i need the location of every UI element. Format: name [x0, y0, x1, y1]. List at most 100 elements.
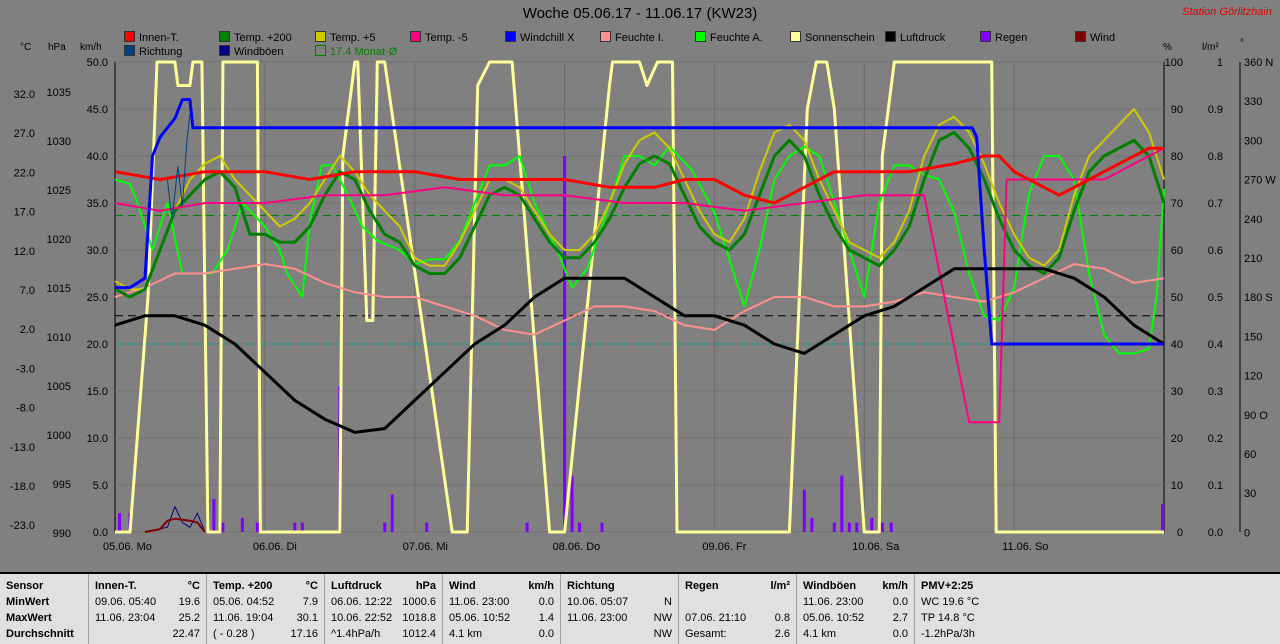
- rain-bar: [802, 489, 806, 532]
- legend-label: Temp. -5: [425, 32, 468, 44]
- stats-dir-avg: NW: [653, 628, 672, 640]
- legend-label: Feuchte I.: [615, 32, 664, 44]
- stats-pmv: PMV+2:25 WC 19.6 °C TP 14.8 °C -1.2hPa/3…: [914, 574, 1034, 644]
- legend-label: Sonnenschein: [805, 32, 875, 44]
- stats-rain-unit: l/m²: [770, 580, 790, 592]
- dir-tick-label: 30: [1244, 488, 1256, 500]
- legend-item: 17.4 Monat-Ø: [315, 45, 397, 58]
- wind-tick-label: 30.0: [87, 245, 108, 257]
- dir-tick-label: 120: [1244, 371, 1262, 383]
- series-temp-5: [114, 147, 1165, 424]
- x-tick-label: 09.06. Fr: [702, 541, 746, 553]
- stats-wind-distance: 4.1 km: [449, 628, 483, 640]
- dir-tick-label: 180 S: [1244, 292, 1273, 304]
- stats-temp-trend: ( - 0.28 ): [213, 628, 255, 640]
- rain-bar: [880, 522, 884, 532]
- stats-press-max-time: 10.06. 22:52: [331, 612, 393, 624]
- legend-swatch: [695, 31, 706, 42]
- legend-item: Temp. -5: [410, 31, 468, 44]
- hum-tick-label: 50: [1171, 292, 1183, 304]
- stats-row-labels: Sensor MinWert MaxWert Durchschnitt: [0, 574, 88, 644]
- rain-bar: [383, 522, 387, 532]
- stats-dir-min-value: N: [664, 596, 672, 608]
- stats-gust-min-time: 11.06. 23:00: [803, 596, 864, 608]
- hum-tick-label: 10: [1171, 480, 1183, 492]
- rain-tick-label: 0.8: [1208, 151, 1223, 163]
- rain-tick-label: 0.1: [1208, 480, 1223, 492]
- stats-gust-min-value: 0.0: [892, 596, 908, 608]
- press-tick-label: 1010: [47, 332, 71, 344]
- stats-temp-avg: 17.16: [290, 628, 318, 640]
- stats-pmv-dewpoint: TP 14.8 °C: [921, 612, 975, 624]
- rain-bar: [600, 522, 604, 532]
- wind-tick-label: 15.0: [87, 386, 108, 398]
- wind-tick-label: 25.0: [87, 292, 108, 304]
- stats-pmv-title: PMV+2:25: [921, 580, 974, 592]
- temp-tick-label: 22.0: [14, 167, 35, 179]
- legend-label: Richtung: [139, 46, 183, 58]
- press-tick-label: 1030: [47, 136, 71, 148]
- wind-tick-label: 50.0: [87, 57, 108, 69]
- row-label-sensor: Sensor: [6, 580, 44, 592]
- stats-press-min-time: 06.06. 12:22: [331, 596, 393, 608]
- stats-press-min-value: 1000.6: [402, 596, 436, 608]
- stats-innen-unit: °C: [187, 580, 200, 592]
- stats-innen-min-time: 09.06. 05:40: [95, 596, 157, 608]
- stats-gust-distance: 4.1 km: [803, 628, 837, 640]
- press-unit-label: hPa: [48, 42, 66, 53]
- temp-tick-label: -18.0: [10, 481, 35, 493]
- legend-item: Windböen: [219, 45, 284, 58]
- stats-temp: Temp. +200 °C 05.06. 04:52 7.9 11.06. 19:0…: [206, 574, 324, 644]
- series-windb-en: [144, 506, 206, 533]
- legend-label: Windböen: [234, 46, 284, 58]
- stats-gust-unit: km/h: [882, 580, 908, 592]
- legend-label: Feuchte A.: [710, 32, 763, 44]
- legend-item: Temp. +5: [315, 31, 376, 44]
- hum-tick-label: 60: [1171, 245, 1183, 257]
- wind-tick-label: 45.0: [87, 104, 108, 116]
- stats-innen: Innen-T. °C 09.06. 05:40 19.6 11.06. 23:04…: [88, 574, 206, 644]
- temp-tick-label: 17.0: [14, 207, 35, 219]
- press-tick-label: 1015: [47, 283, 71, 295]
- stats-gust-max-time: 05.06. 10:52: [803, 612, 865, 624]
- rain-bar: [563, 156, 567, 532]
- rain-tick-label: 0.7: [1208, 198, 1223, 210]
- rain-bar: [425, 522, 429, 532]
- legend-item: Innen-T.: [124, 31, 179, 44]
- legend-label: Regen: [995, 32, 1028, 44]
- press-tick-label: 990: [53, 528, 71, 540]
- legend-swatch: [219, 31, 230, 42]
- hum-tick-label: 80: [1171, 151, 1183, 163]
- stats-wind-unit: km/h: [528, 580, 554, 592]
- temp-tick-label: 7.0: [20, 285, 35, 297]
- wind-tick-label: 40.0: [87, 151, 108, 163]
- rain-bar: [855, 522, 859, 532]
- stats-wind-min-value: 0.0: [538, 596, 554, 608]
- rain-bar: [889, 522, 893, 532]
- stats-gust: Windböen km/h 11.06. 23:00 0.0 05.06. 10:5…: [796, 574, 914, 644]
- stats-press-avg: 1012.4: [402, 628, 436, 640]
- stats-dir-min-time: 10.06. 05:07: [567, 596, 629, 608]
- legend-swatch: [219, 45, 230, 56]
- legend-swatch: [124, 31, 135, 42]
- temp-tick-label: -23.0: [10, 520, 35, 532]
- stats-wind-max-value: 1.4: [538, 612, 554, 624]
- press-tick-label: 1005: [47, 381, 71, 393]
- stats-temp-min-value: 7.9: [302, 596, 318, 608]
- wind-tick-label: 10.0: [87, 433, 108, 445]
- stats-wind-max-time: 05.06. 10:52: [449, 612, 511, 624]
- stats-dir-max-time: 11.06. 23:00: [567, 612, 628, 624]
- stats-rain-max-time: 07.06. 21:10: [685, 612, 747, 624]
- dir-tick-label: 60: [1244, 449, 1256, 461]
- legend-label: Luftdruck: [900, 32, 946, 44]
- rain-bar: [1161, 503, 1165, 532]
- rain-tick-label: 0.4: [1208, 339, 1223, 351]
- legend-swatch: [980, 31, 991, 42]
- legend-label: 17.4 Monat-Ø: [330, 46, 398, 58]
- stats-pmv-windchill: WC 19.6 °C: [921, 596, 980, 608]
- temp-tick-label: -13.0: [10, 442, 35, 454]
- rain-tick-label: 0.0: [1208, 527, 1223, 539]
- legend-item: Regen: [980, 31, 1027, 44]
- stats-rain-total: 2.6: [774, 628, 790, 640]
- x-tick-label: 10.06. Sa: [852, 541, 900, 553]
